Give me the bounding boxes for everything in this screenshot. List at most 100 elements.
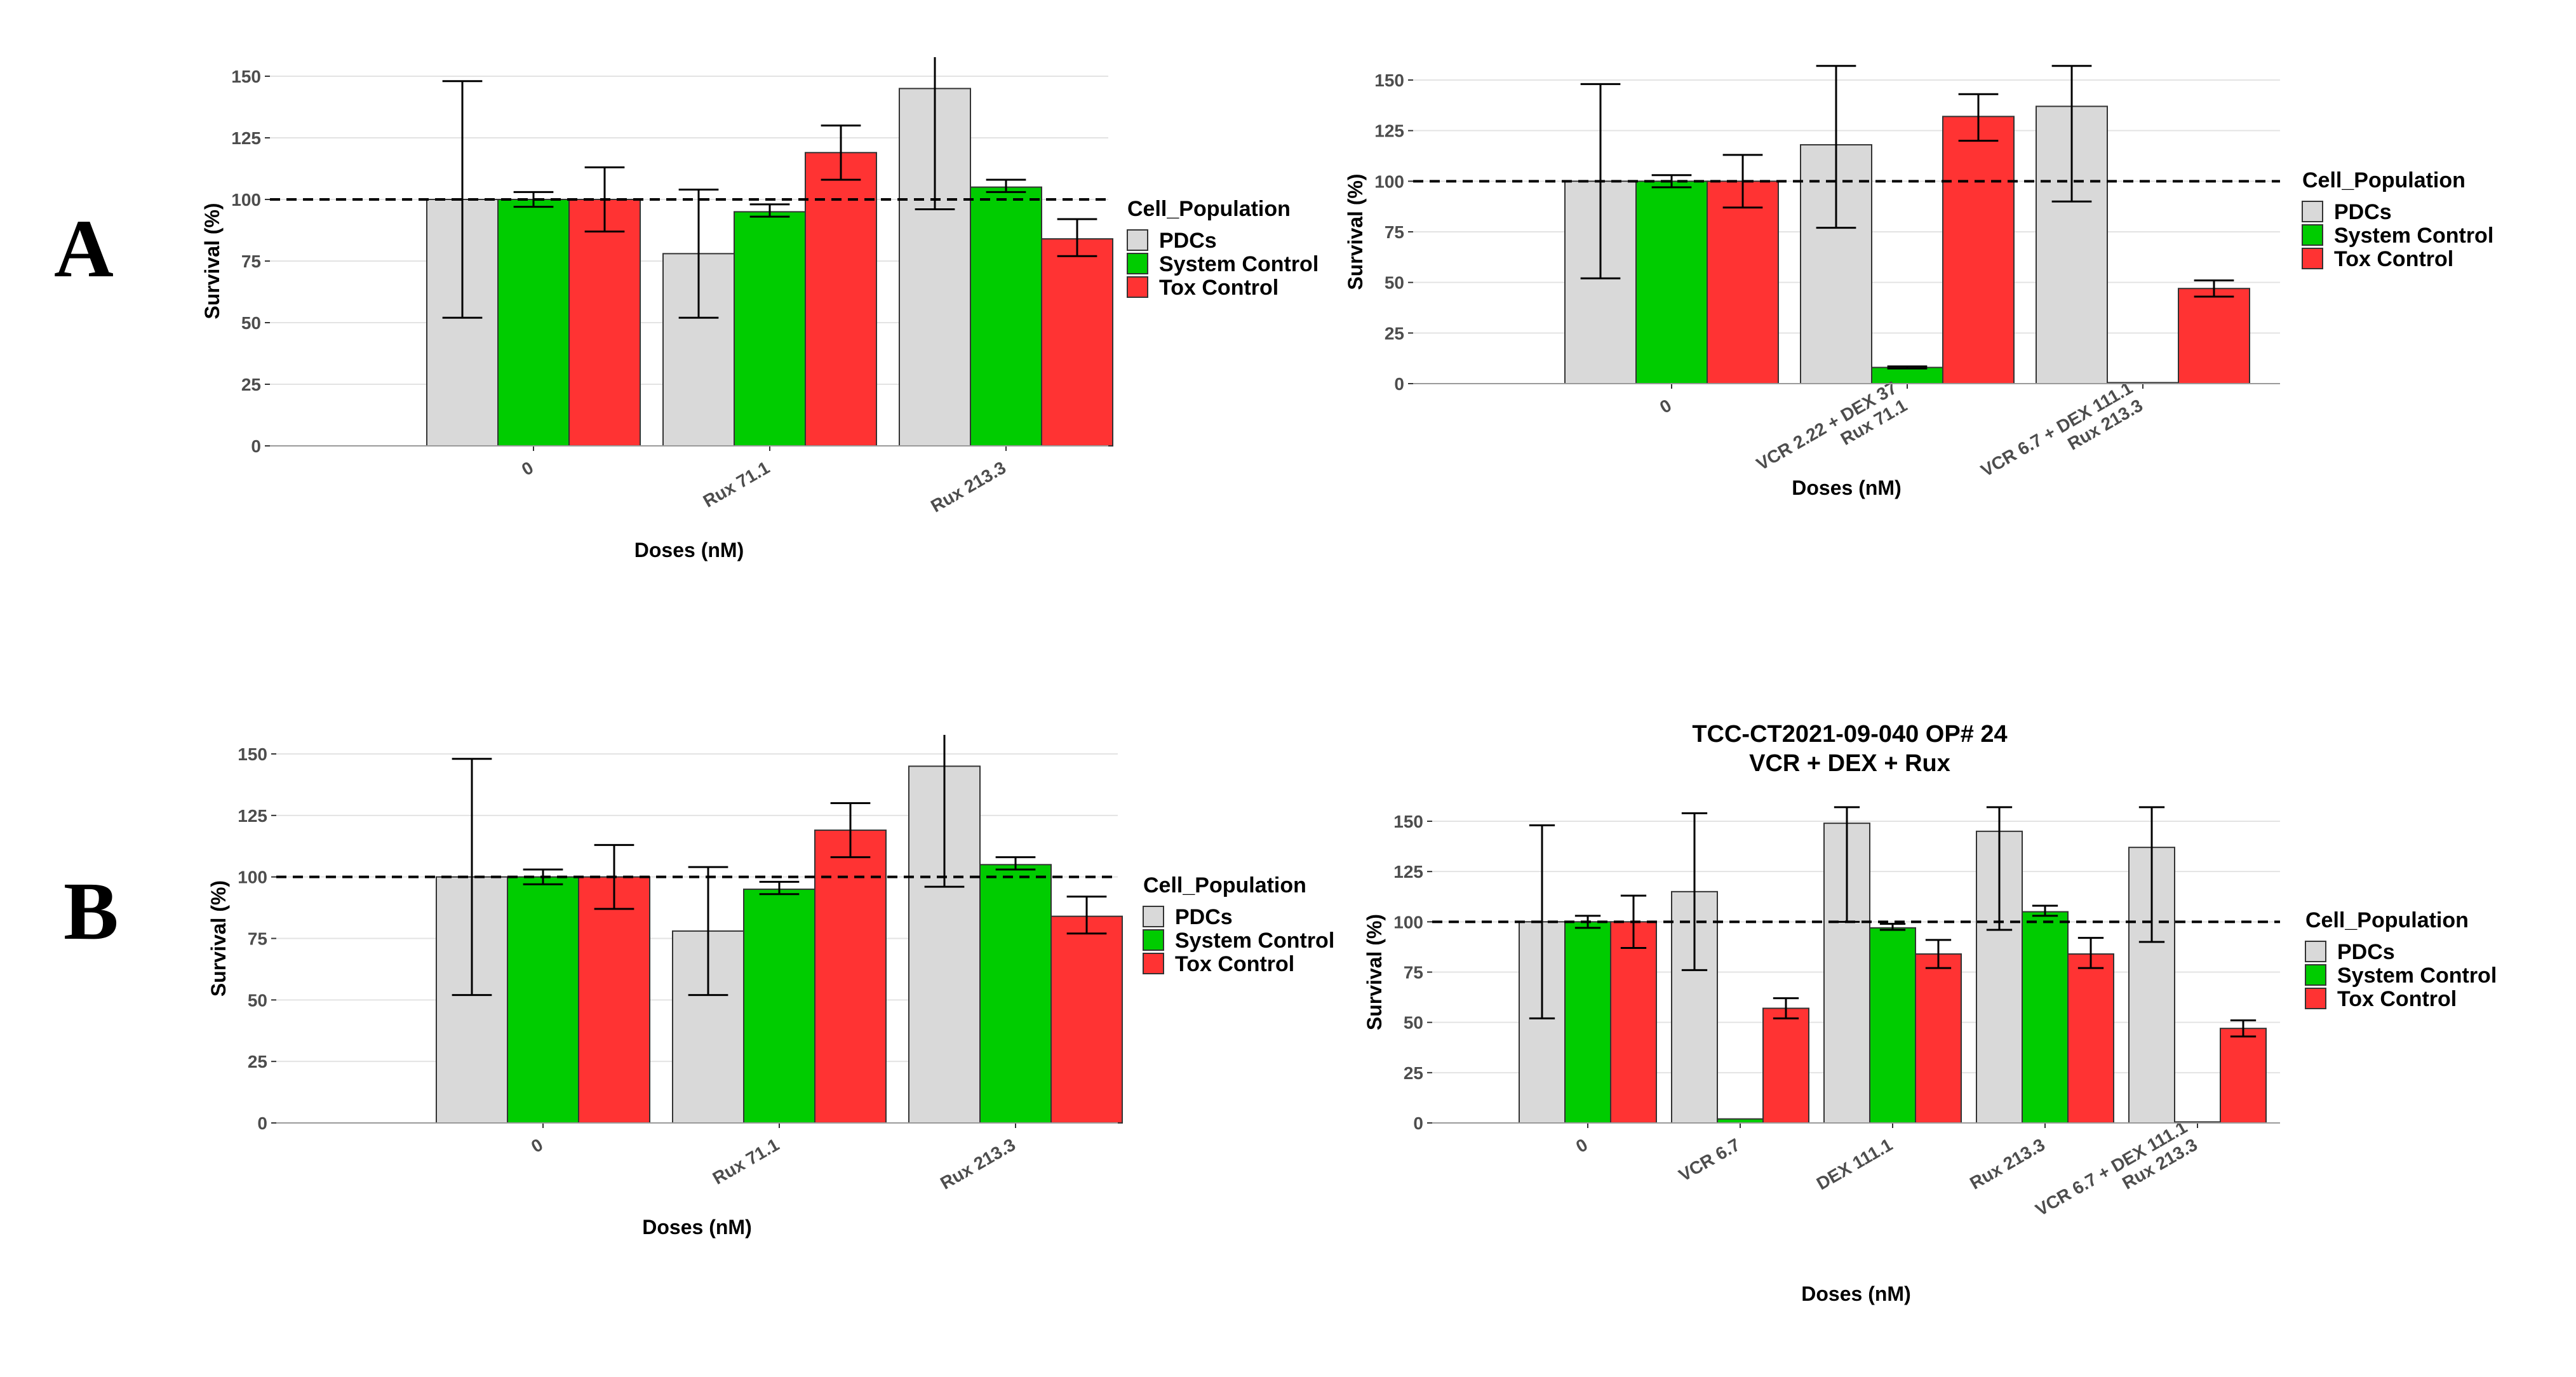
legend-entry: PDCs — [1159, 229, 1217, 253]
x-tick-label: VCR 6.7 — [1675, 1134, 1743, 1185]
legend-entry: PDCs — [2337, 940, 2395, 964]
y-axis-title: Survival (%) — [1363, 914, 1386, 1030]
x-axis-title: Doses (nM) — [634, 539, 744, 561]
bar — [2178, 288, 2250, 384]
y-tick-label: 150 — [238, 744, 267, 764]
bar — [2220, 1028, 2267, 1124]
legend-entry: Tox Control — [1175, 952, 1294, 976]
chart-title: TCC-CT2021-09-040 OP# 24 VCR + DEX + Rux — [1692, 721, 2007, 777]
x-axis-title: Doses (nM) — [1801, 1282, 1910, 1305]
bar — [568, 199, 641, 447]
y-tick-label: 25 — [1404, 1063, 1423, 1083]
bar — [743, 889, 815, 1124]
y-tick-label: 50 — [241, 313, 261, 333]
x-tick-label: VCR 6.7 + DEX 111.1Rux 213.3 — [2032, 1117, 2201, 1238]
legend-title: Cell_Population — [2302, 168, 2465, 192]
legend-title: Cell_Population — [1143, 873, 1306, 897]
x-tick-label: 0 — [1573, 1134, 1591, 1157]
x-tick-label-line: 0 — [1656, 395, 1675, 417]
x-tick-label: Rux 71.1 — [709, 1134, 782, 1188]
y-tick-label: 25 — [1385, 323, 1404, 343]
bar — [814, 830, 887, 1124]
x-tick-label: Rux 71.1 — [700, 457, 773, 511]
y-tick-label: 50 — [1404, 1013, 1423, 1033]
bar — [1564, 921, 1611, 1124]
y-tick-label: 0 — [257, 1113, 267, 1133]
bar — [805, 152, 877, 447]
bar — [1942, 116, 2015, 385]
legend-entry: Tox Control — [2334, 247, 2453, 271]
y-tick-label: 150 — [1374, 71, 1404, 90]
x-tick-label: 0 — [528, 1134, 546, 1157]
chart-a-right: 0 VCR 2.22 + DEX 37Rux 71.1 VCR 6.7 + DEX … — [1344, 65, 2493, 499]
x-tick-label-line: VCR 6.7 — [1675, 1134, 1743, 1185]
x-tick-label: VCR 2.22 + DEX 37Rux 71.1 — [1753, 378, 1910, 492]
legend-entry: Tox Control — [2337, 987, 2457, 1011]
y-tick-label: 0 — [251, 436, 261, 456]
x-tick-label-line: Rux 71.1 — [700, 457, 773, 511]
y-axis-title: Survival (%) — [201, 203, 224, 319]
legend-entry: System Control — [1175, 929, 1334, 953]
bar — [1762, 1007, 1809, 1124]
x-axis-title: Doses (nM) — [642, 1216, 751, 1239]
legend-entry: System Control — [2337, 964, 2497, 988]
y-tick-label: 25 — [248, 1052, 267, 1071]
panel-label-a: A — [54, 203, 114, 295]
y-tick-label: 100 — [238, 868, 267, 887]
chart-b-left: 0 Rux 71.1 Rux 213.3 0 25 50 75 100 125 150 Doses … — [207, 735, 1334, 1239]
legend-swatch — [2302, 224, 2323, 246]
x-tick-label-line: Rux 213.3 — [937, 1134, 1019, 1193]
y-tick-label: 75 — [1385, 222, 1404, 242]
bar — [1707, 180, 1779, 384]
x-tick-label-line: Rux 213.3 — [927, 457, 1009, 516]
x-tick-label: Rux 213.3 — [927, 457, 1009, 516]
legend-swatch — [1127, 229, 1148, 251]
y-tick-label: 150 — [1393, 812, 1423, 831]
x-tick-label-line: DEX 111.1 — [1813, 1134, 1896, 1193]
x-tick-label-line: 0 — [528, 1134, 546, 1157]
y-tick-label: 0 — [1394, 374, 1404, 394]
bar — [2067, 953, 2114, 1124]
bar — [1915, 953, 1962, 1124]
x-tick-label-line: 0 — [1573, 1134, 1591, 1157]
legend-entry: PDCs — [2334, 200, 2392, 224]
legend-title: Cell_Population — [2305, 908, 2469, 932]
x-tick-label: Rux 213.3 — [1966, 1134, 2048, 1193]
legend-entry: System Control — [2334, 224, 2493, 248]
x-tick-label-line: Rux 71.1 — [709, 1134, 782, 1188]
chart-title-line: TCC-CT2021-09-040 OP# 24 — [1692, 721, 2007, 748]
x-tick-label: VCR 6.7 + DEX 111.1Rux 213.3 — [1978, 378, 2146, 499]
legend-entry: System Control — [1159, 252, 1318, 276]
y-tick-label: 100 — [1374, 171, 1404, 191]
legend-swatch — [1143, 906, 1164, 927]
bar — [970, 186, 1042, 447]
x-tick-label: DEX 111.1 — [1813, 1134, 1896, 1193]
y-tick-label: 75 — [248, 929, 267, 949]
x-tick-label-line: Rux 213.3 — [1966, 1134, 2048, 1193]
chart-title-line: VCR + DEX + Rux — [1749, 750, 1950, 777]
legend-swatch — [1143, 953, 1164, 974]
chart-a-left: 0 Rux 71.1 Rux 213.3 0 25 50 75 100 125 150 Doses … — [201, 57, 1318, 561]
x-tick-label-line: 0 — [518, 457, 537, 480]
legend-entry: Tox Control — [1159, 276, 1278, 300]
legend-swatch — [2302, 201, 2323, 222]
bar — [497, 199, 570, 447]
bar — [2022, 911, 2069, 1124]
legend-swatch — [1127, 253, 1148, 274]
y-tick-label: 125 — [1393, 862, 1423, 882]
bar — [507, 876, 579, 1124]
y-tick-label: 75 — [241, 252, 261, 271]
bar — [1871, 366, 1943, 384]
bar — [1635, 180, 1708, 384]
bar — [979, 864, 1052, 1124]
bar — [734, 211, 806, 447]
panel-label-b: B — [64, 866, 119, 957]
bar — [1869, 927, 1916, 1124]
legend-swatch — [1143, 929, 1164, 951]
legend-swatch — [2305, 941, 2326, 962]
y-tick-label: 125 — [1374, 121, 1404, 141]
bar — [578, 876, 650, 1124]
legend-swatch — [2305, 964, 2326, 986]
